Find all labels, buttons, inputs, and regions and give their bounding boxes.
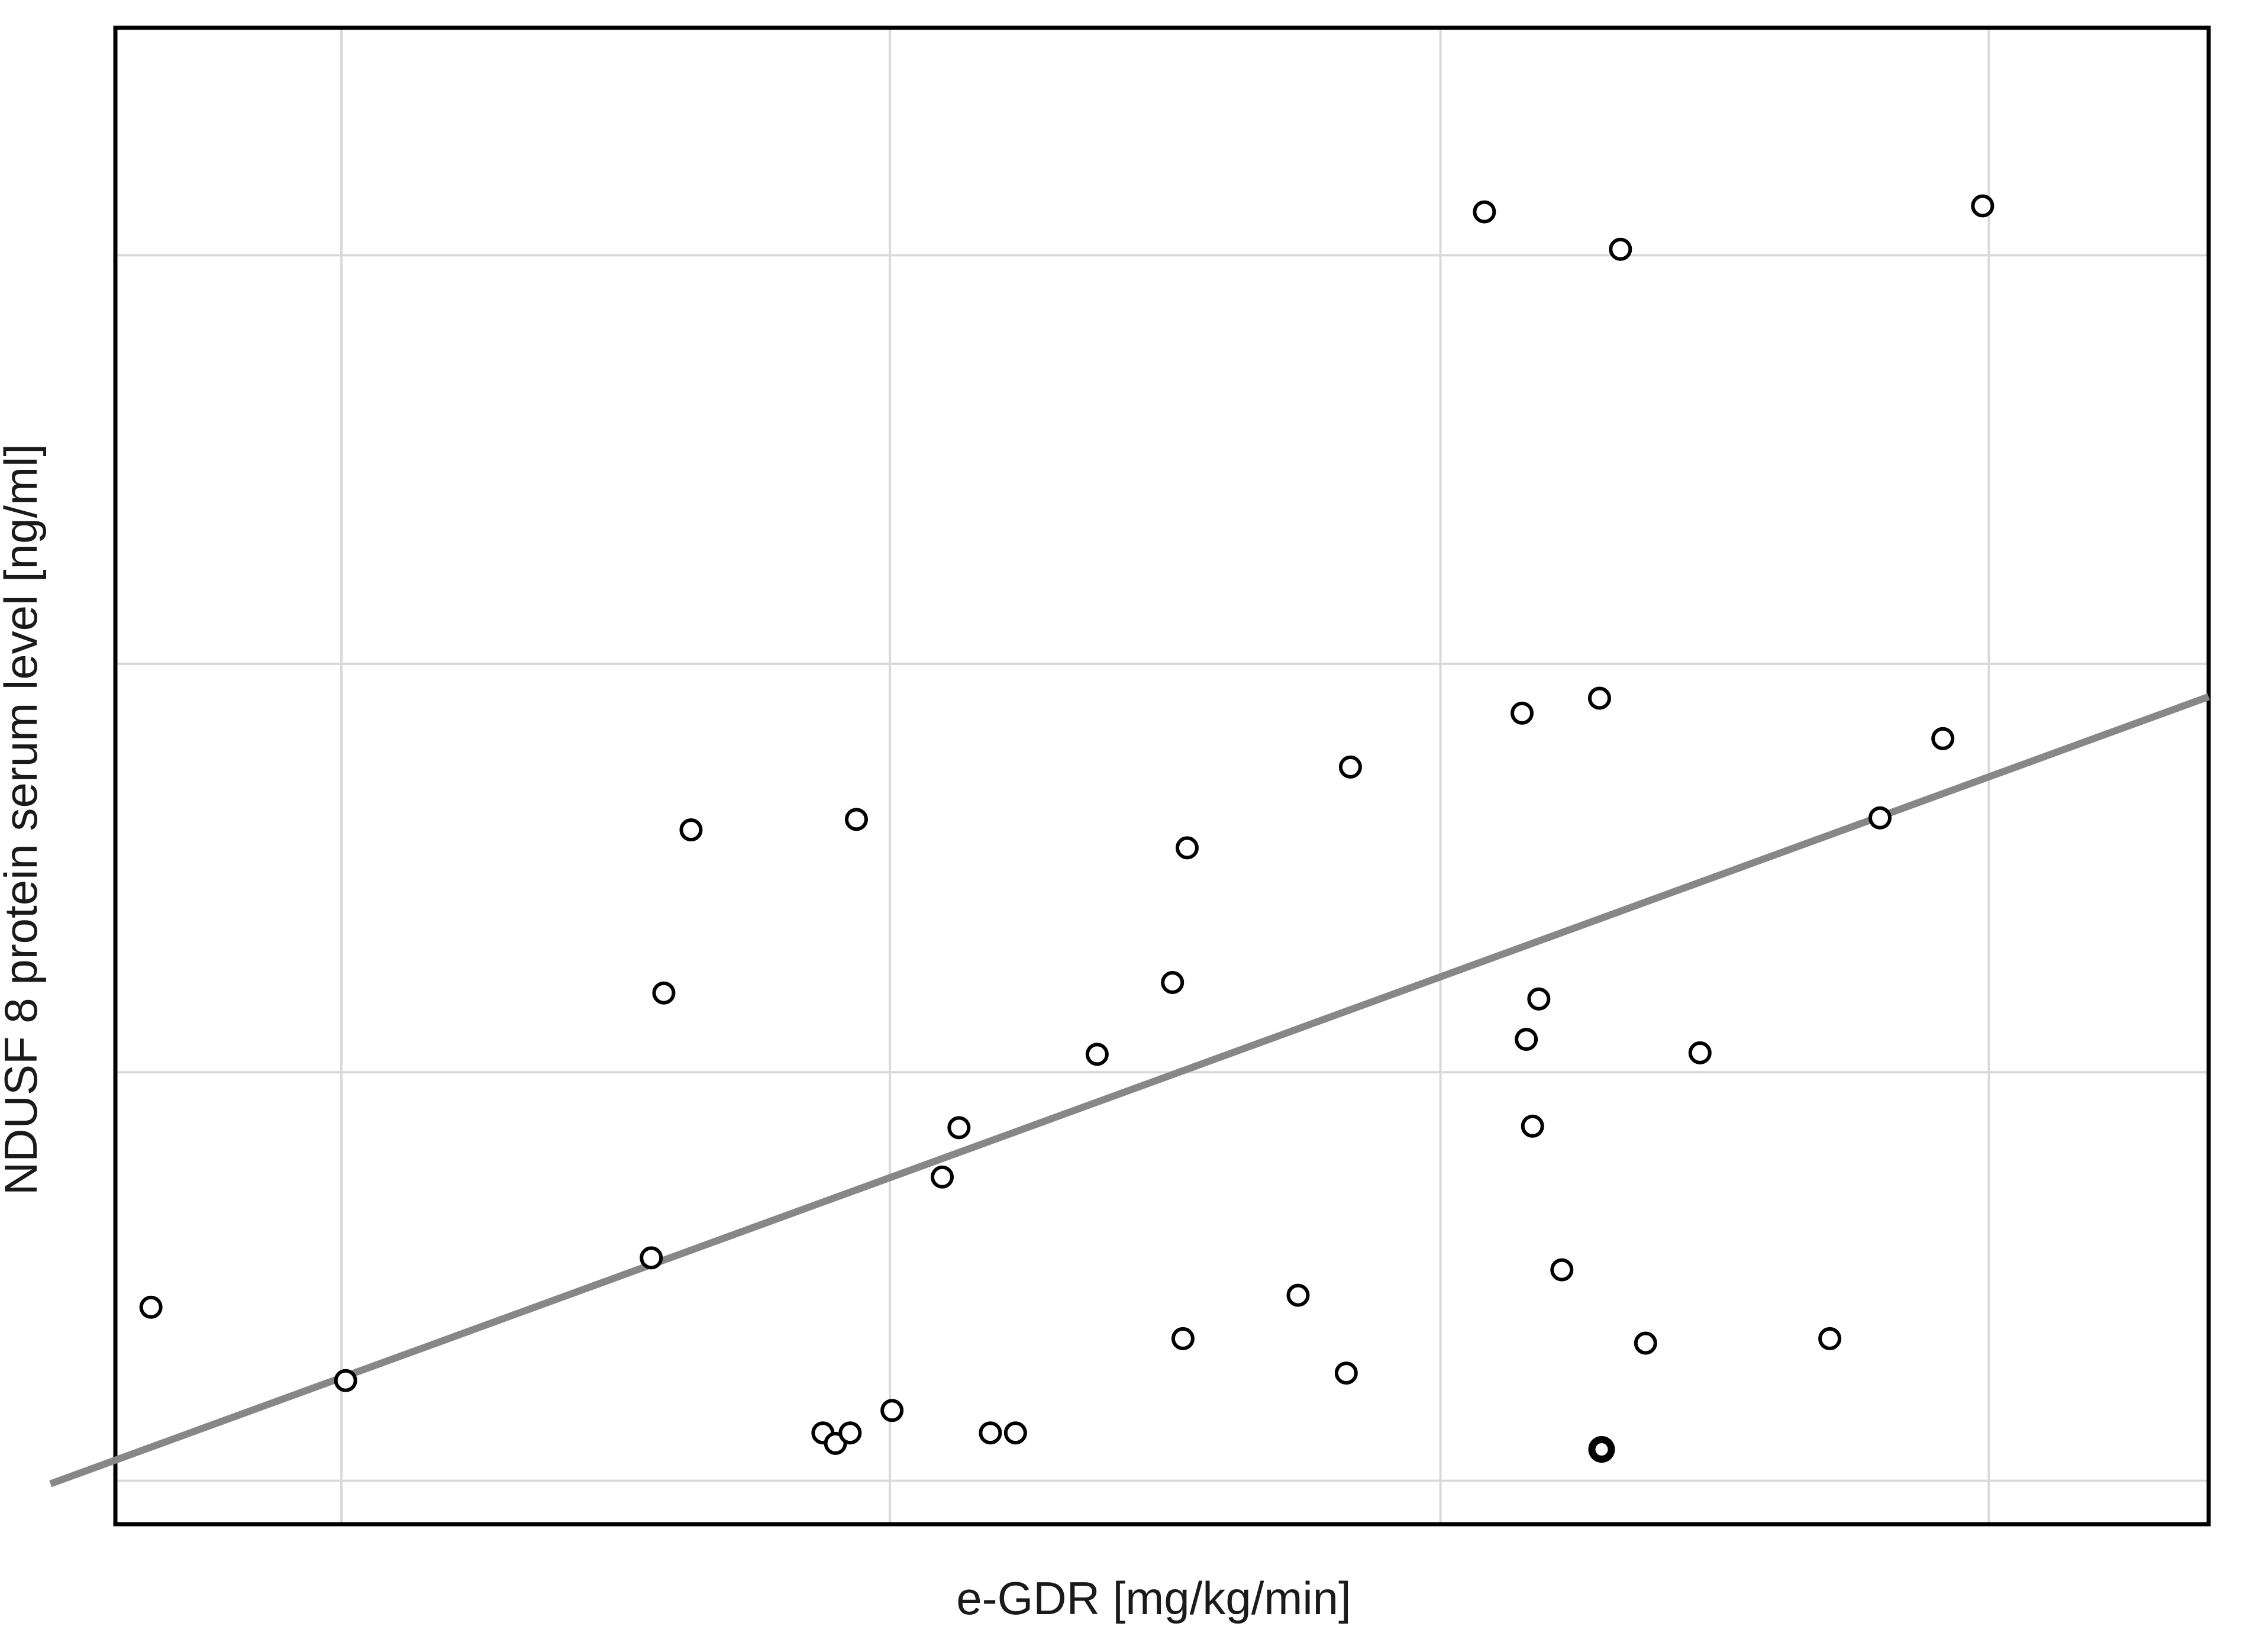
data-point-marker [334, 1369, 357, 1392]
data-point-marker [844, 808, 868, 831]
data-point-marker [979, 1421, 1002, 1445]
data-point-marker [1334, 1361, 1358, 1385]
data-point-marker [1286, 1283, 1310, 1307]
data-point-marker [1688, 1041, 1712, 1064]
trend-line [49, 693, 2210, 1488]
data-point-marker [880, 1399, 904, 1422]
data-point-marker [838, 1421, 862, 1445]
data-point-marker [1085, 1043, 1109, 1066]
y-axis-label: NDUSF 8 protein serum level [ng/ml] [0, 444, 47, 1195]
data-point-marker [1971, 194, 1995, 218]
data-point-marker [679, 818, 703, 842]
plot-border [113, 25, 2211, 1527]
data-point-marker [1473, 200, 1496, 224]
data-point-marker [1161, 971, 1185, 995]
data-point-marker [1550, 1258, 1574, 1282]
data-point-marker [1931, 727, 1955, 750]
data-point-marker [1171, 1327, 1195, 1350]
data-point-marker [640, 1246, 663, 1270]
data-point-marker [1609, 237, 1632, 261]
data-point-marker [1515, 1028, 1538, 1051]
data-point-marker [947, 1116, 971, 1140]
data-point-marker [1587, 686, 1611, 710]
data-point-marker [1634, 1331, 1657, 1355]
data-point-marker [931, 1165, 954, 1189]
data-point-marker [1003, 1421, 1027, 1445]
x-axis-label: e-GDR [mg/kg/min] [956, 1572, 1351, 1624]
data-point-marker [1818, 1327, 1842, 1350]
data-point-marker [1868, 806, 1892, 830]
data-point-marker [1511, 701, 1534, 725]
data-point-marker [1588, 1436, 1615, 1463]
data-point-marker [1521, 1114, 1544, 1138]
data-point-marker [652, 981, 676, 1005]
data-point-marker [1175, 836, 1199, 860]
data-point-marker [1338, 755, 1362, 779]
data-points [139, 194, 1995, 1463]
data-point-marker [1527, 987, 1551, 1011]
gridlines [115, 28, 2209, 1524]
data-point-marker [139, 1295, 163, 1319]
